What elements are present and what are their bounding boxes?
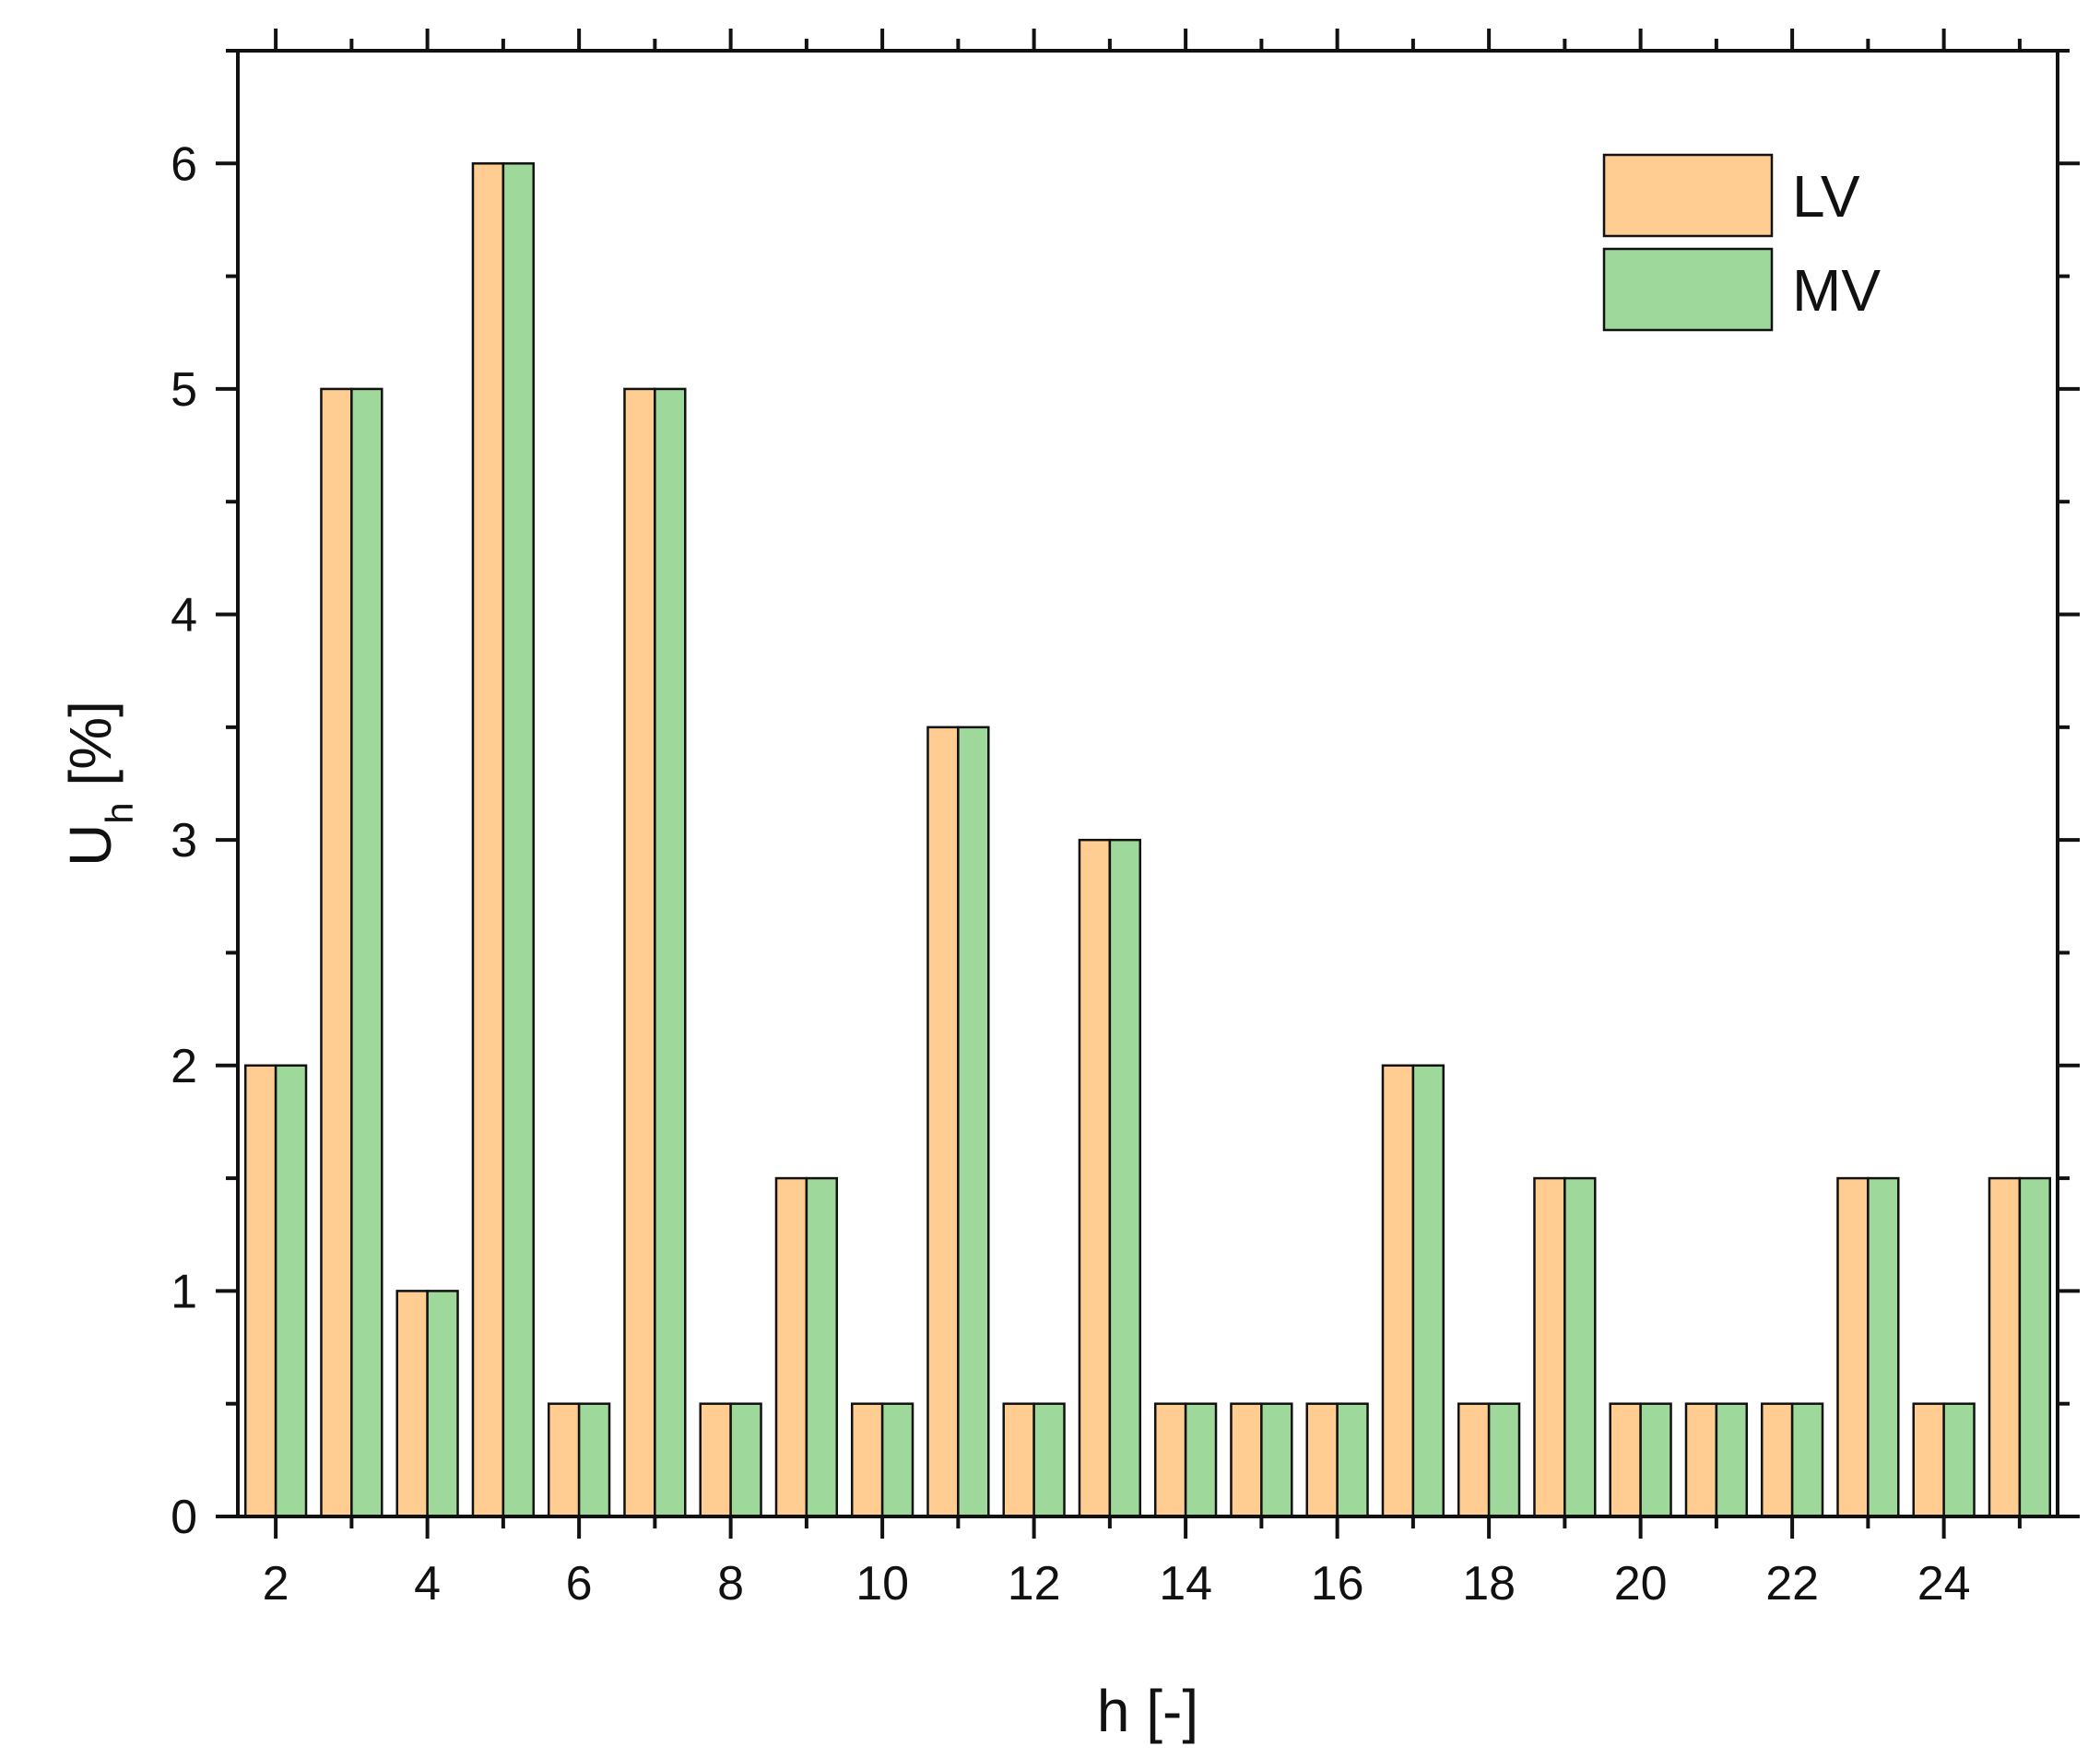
bar-mv-h8 [729, 1402, 762, 1518]
x-tick-label-2: 2 [263, 1557, 289, 1611]
x-tick-label-18: 18 [1462, 1557, 1516, 1611]
x-tick-label-8: 8 [717, 1557, 744, 1611]
bar-lv-h25 [1988, 1176, 2022, 1518]
bar-mv-h10 [880, 1402, 914, 1518]
y-tick-label-2: 2 [171, 1040, 197, 1093]
bar-mv-h11 [957, 726, 990, 1518]
bar-lv-h9 [774, 1176, 808, 1518]
bar-lv-h15 [1230, 1402, 1263, 1518]
x-tick-label-22: 22 [1765, 1557, 1819, 1611]
y-tick-label-0: 0 [171, 1491, 197, 1544]
ticks-layer [216, 29, 2080, 1539]
y-axis-title-subscript: h [98, 802, 141, 823]
x-tick-label-10: 10 [855, 1557, 909, 1611]
bar-mv-h13 [1108, 838, 1142, 1518]
bar-mv-h5 [501, 162, 536, 1518]
y-tick-label-3: 3 [171, 814, 197, 867]
bar-lv-h17 [1381, 1064, 1415, 1518]
bar-mv-h20 [1639, 1402, 1672, 1518]
bar-lv-h4 [395, 1290, 429, 1518]
x-tick-label-16: 16 [1311, 1557, 1364, 1611]
y-axis-title-main: U [57, 824, 124, 867]
bar-lv-h13 [1078, 838, 1112, 1518]
bar-lv-h7 [623, 387, 656, 1518]
legend-swatch-mv [1602, 247, 1774, 332]
bar-lv-h19 [1533, 1176, 1566, 1518]
plot-frame [236, 49, 2059, 1518]
bar-mv-h15 [1260, 1402, 1293, 1518]
bar-mv-h12 [1032, 1402, 1066, 1518]
bar-mv-h7 [654, 387, 687, 1518]
y-tick-label-4: 4 [171, 589, 197, 643]
x-tick-label-20: 20 [1614, 1557, 1668, 1611]
bar-lv-h10 [850, 1402, 884, 1518]
x-axis-title: h [-] [1097, 1678, 1198, 1744]
x-tick-label-24: 24 [1917, 1557, 1971, 1611]
bar-mv-h19 [1563, 1176, 1597, 1518]
legend-label-lv: LV [1792, 163, 1860, 230]
x-tick-label-12: 12 [1008, 1557, 1061, 1611]
y-axis-title: Uh [%] [57, 701, 141, 867]
x-tick-label-6: 6 [566, 1557, 593, 1611]
bar-lv-h23 [1836, 1176, 1870, 1518]
bar-lv-h20 [1609, 1402, 1642, 1518]
bar-mv-h17 [1411, 1064, 1445, 1518]
bar-lv-h22 [1760, 1402, 1794, 1518]
bar-mv-h22 [1790, 1402, 1824, 1518]
bar-lv-h24 [1912, 1402, 1945, 1518]
x-tick-label-14: 14 [1159, 1557, 1212, 1611]
bar-mv-h23 [1867, 1176, 1900, 1518]
bar-lv-h18 [1457, 1402, 1491, 1518]
bar-lv-h21 [1684, 1402, 1718, 1518]
bar-mv-h21 [1715, 1402, 1749, 1518]
bar-mv-h3 [350, 387, 383, 1518]
bar-mv-h24 [1942, 1402, 1976, 1518]
x-tick-label-4: 4 [414, 1557, 441, 1611]
bar-lv-h2 [243, 1064, 277, 1518]
bar-lv-h16 [1305, 1402, 1339, 1518]
y-tick-label-6: 6 [171, 137, 197, 191]
bar-lv-h3 [320, 387, 353, 1518]
bar-lv-h14 [1153, 1402, 1187, 1518]
bar-mv-h18 [1487, 1402, 1521, 1518]
y-tick-label-5: 5 [171, 363, 197, 417]
bar-lv-h8 [699, 1402, 732, 1518]
bar-mv-h14 [1184, 1402, 1218, 1518]
bar-lv-h11 [926, 726, 960, 1518]
bar-mv-h4 [426, 1290, 459, 1518]
bar-lv-h5 [471, 162, 505, 1518]
bar-mv-h6 [577, 1402, 611, 1518]
legend-label-mv: MV [1792, 257, 1881, 324]
bar-lv-h12 [1002, 1402, 1035, 1518]
legend: LV MV [1602, 153, 1881, 332]
legend-swatch-lv [1602, 153, 1774, 238]
bars-layer [243, 162, 2052, 1518]
bar-mv-h25 [2018, 1176, 2052, 1518]
bar-mv-h2 [274, 1064, 308, 1518]
bar-mv-h9 [805, 1176, 839, 1518]
bar-mv-h16 [1336, 1402, 1369, 1518]
bar-lv-h6 [547, 1402, 581, 1518]
y-axis-title-rest: [%] [57, 701, 124, 802]
y-tick-label-1: 1 [171, 1265, 197, 1318]
